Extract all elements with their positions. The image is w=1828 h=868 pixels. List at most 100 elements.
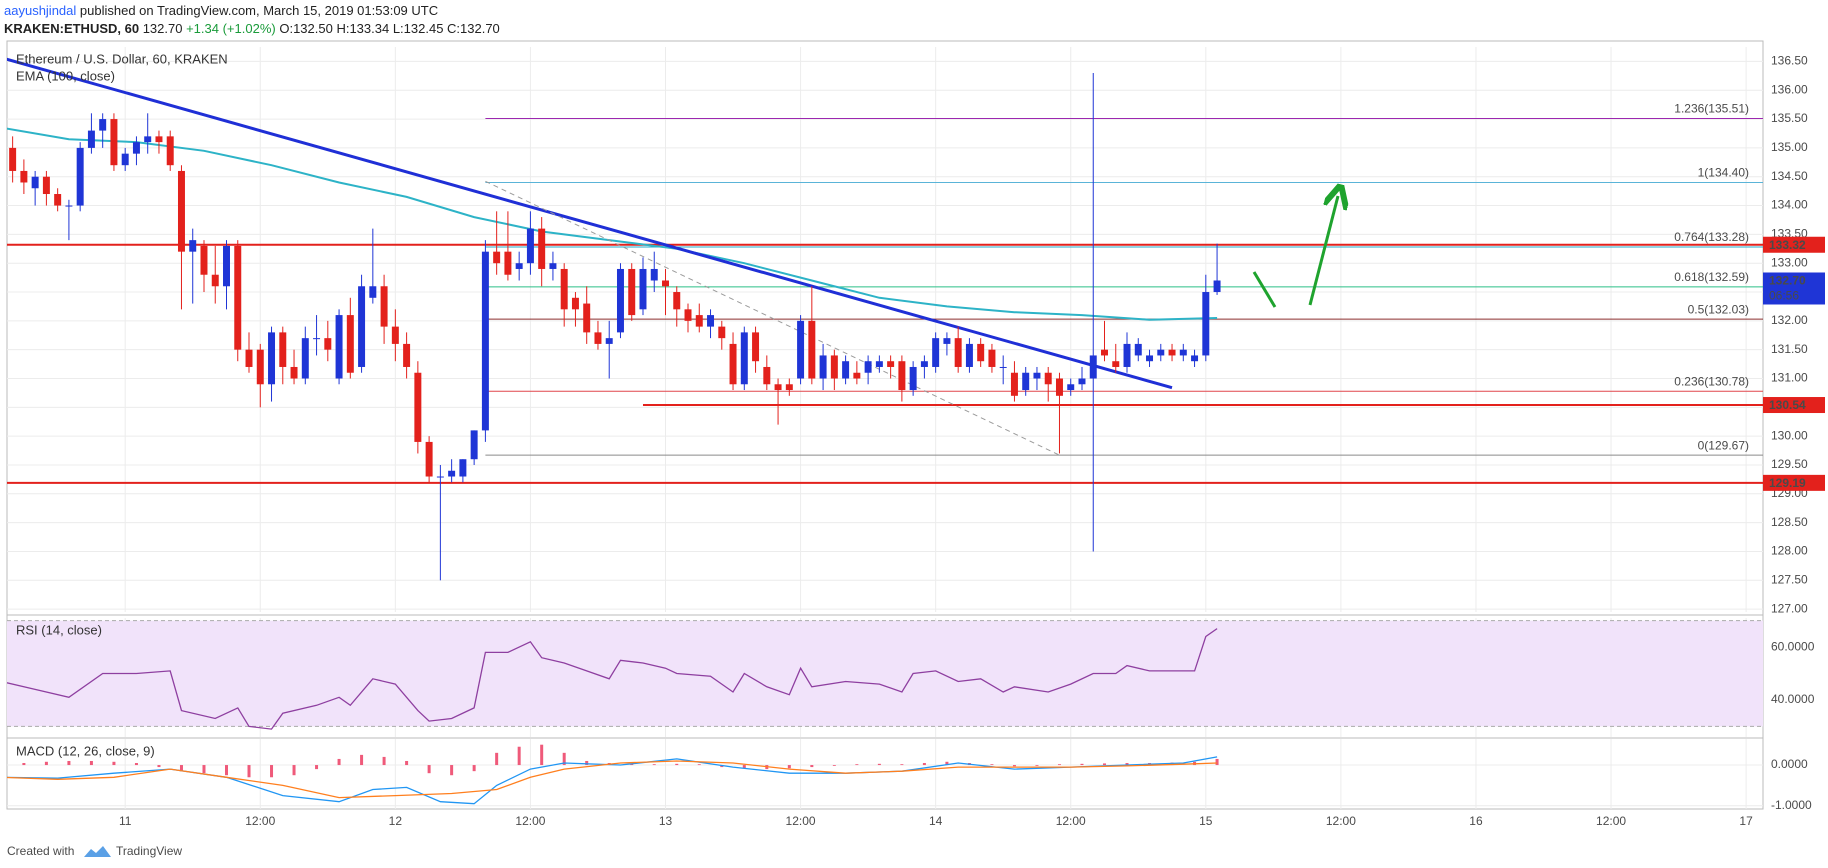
y-tick-label: 133.00 xyxy=(1771,255,1808,269)
macd-line xyxy=(7,756,1218,805)
y-tick-label: 60.0000 xyxy=(1771,639,1815,653)
histogram-bar xyxy=(832,765,836,766)
candle-body xyxy=(752,332,760,362)
candle-body xyxy=(943,338,951,344)
candle-body xyxy=(177,170,185,252)
y-tick-label: 128.00 xyxy=(1771,544,1808,558)
histogram-bar xyxy=(1103,763,1106,766)
candle-body xyxy=(999,366,1007,368)
candle-body xyxy=(763,366,771,385)
macd-line xyxy=(7,760,1218,799)
y-tick-label: 127.00 xyxy=(1771,601,1808,615)
candle-body xyxy=(819,355,827,379)
histogram-bar xyxy=(517,746,521,766)
candle-body xyxy=(290,366,298,379)
histogram-bar xyxy=(495,752,499,766)
rsi-line xyxy=(7,628,1218,730)
candle-body xyxy=(1202,292,1210,356)
indicator-label: EMA (100, close) xyxy=(16,68,115,83)
histogram-bar xyxy=(292,765,296,776)
y-tick-label: 128.50 xyxy=(1771,515,1808,529)
histogram-bar xyxy=(134,763,138,766)
price-tag xyxy=(1763,272,1825,305)
y-tick-label: 134.50 xyxy=(1771,169,1808,183)
x-tick-label: 12:00 xyxy=(515,814,545,828)
histogram-bar xyxy=(202,765,206,774)
histogram-bar xyxy=(742,765,746,769)
author[interactable]: aayushjindal xyxy=(4,3,76,18)
panel: 1.236(135.51) 1(134.40) 0.764(133.28) 0.618… xyxy=(7,47,1763,612)
candle-body xyxy=(65,205,73,207)
fib-label: 0.5(132.03) xyxy=(1688,302,1749,316)
candle-body xyxy=(211,274,219,287)
candle-body xyxy=(797,320,805,379)
y-tick-label: 40.0000 xyxy=(1771,692,1815,706)
candle-body xyxy=(1067,384,1075,391)
arrow xyxy=(1252,271,1277,308)
histogram-bar xyxy=(1012,765,1016,767)
panel-title: Ethereum / U.S. Dollar, 60, KRAKEN xyxy=(16,51,228,66)
change: +1.34 (+1.02%) xyxy=(186,21,276,36)
candle-body xyxy=(391,326,399,344)
fib-label: 1(134.40) xyxy=(1698,166,1749,180)
candle-body xyxy=(988,349,996,367)
candle-body xyxy=(301,338,309,379)
candle-body xyxy=(1010,372,1018,396)
x-tick-label: 12:00 xyxy=(1596,814,1626,828)
candle-body xyxy=(628,268,636,316)
x-tick-label: 14 xyxy=(929,814,943,828)
candle-body xyxy=(358,286,366,367)
y-tick-label: 132.00 xyxy=(1771,313,1808,327)
candle-body xyxy=(166,136,174,166)
candle-body xyxy=(1157,349,1165,356)
candle-body xyxy=(977,343,985,362)
published: published on TradingView.com, March 15, … xyxy=(80,3,438,18)
histogram-bar xyxy=(315,765,319,770)
candle-body xyxy=(1055,378,1063,396)
header-line: aayushjindal published on TradingView.co… xyxy=(4,3,438,18)
price-tag xyxy=(1763,236,1825,253)
histogram-bar xyxy=(157,765,161,768)
histogram-bar xyxy=(540,744,544,766)
candle-body xyxy=(268,332,276,385)
histogram-bar xyxy=(990,764,994,766)
candle-body xyxy=(20,170,28,183)
candle-body xyxy=(470,430,478,460)
candle-body xyxy=(1022,372,1030,391)
candle-body xyxy=(526,228,534,264)
candle-body xyxy=(1078,378,1086,385)
panel-title: MACD (12, 26, close, 9) xyxy=(16,743,155,758)
candle-body xyxy=(425,441,433,477)
histogram-bar xyxy=(585,760,589,766)
candle-body xyxy=(189,240,197,252)
histogram-bar xyxy=(675,763,679,766)
candle-body xyxy=(414,372,422,442)
histogram-bar xyxy=(922,763,926,766)
candle-body xyxy=(448,470,456,477)
histogram-bar xyxy=(877,763,881,766)
y-tick-label: -1.0000 xyxy=(1771,798,1812,812)
y-tick-label: 135.50 xyxy=(1771,111,1808,125)
candle-body xyxy=(920,361,928,367)
histogram-bar xyxy=(855,764,859,766)
histogram-bar xyxy=(787,765,791,769)
candle-body xyxy=(335,315,343,379)
candle-body xyxy=(87,130,95,148)
price-tag-label: 130.54 xyxy=(1769,398,1806,412)
trendline xyxy=(7,57,1173,390)
fib-label: 0.236(130.78) xyxy=(1674,374,1749,388)
histogram-bar xyxy=(562,752,566,766)
candle-body xyxy=(785,384,793,391)
candle-body xyxy=(313,338,321,340)
x-tick-label: 12 xyxy=(389,814,403,828)
histogram-bar xyxy=(472,765,476,772)
candle-body xyxy=(1213,280,1221,293)
histogram-bar xyxy=(89,760,93,766)
histogram-bar xyxy=(112,761,116,766)
candle-body xyxy=(853,372,861,379)
candle-body xyxy=(1112,361,1120,367)
x-tick-label: 11 xyxy=(119,814,132,828)
plot-frame xyxy=(6,40,1764,810)
histogram-bar xyxy=(450,765,454,776)
footer-brand[interactable]: TradingView xyxy=(116,844,182,858)
